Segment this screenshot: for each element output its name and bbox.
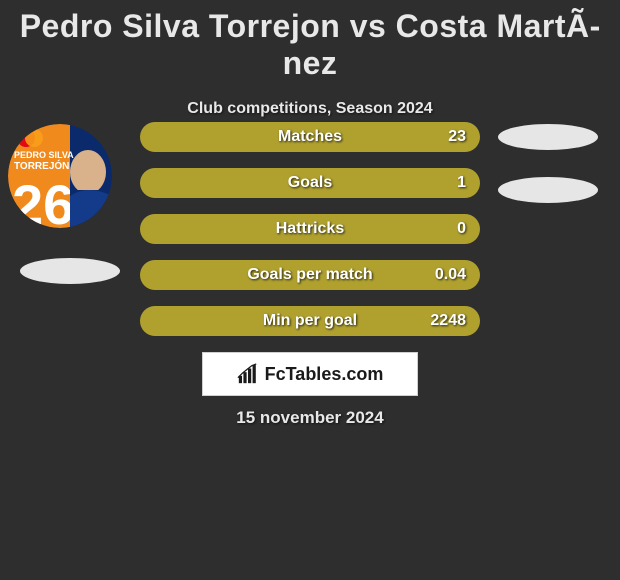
date-text: 15 november 2024 (0, 408, 620, 428)
stat-row: Matches23 (140, 122, 480, 152)
brand-logo: FcTables.com (202, 352, 418, 396)
stat-value: 2248 (430, 306, 466, 336)
stat-row: Goals1 (140, 168, 480, 198)
brand-logo-text: FcTables.com (265, 364, 384, 385)
placeholder-pill-right-1 (498, 124, 598, 150)
stat-value: 0.04 (435, 260, 466, 290)
page-subtitle: Club competitions, Season 2024 (0, 100, 620, 118)
stat-label: Min per goal (140, 306, 480, 336)
stat-row: Hattricks0 (140, 214, 480, 244)
stat-row: Goals per match0.04 (140, 260, 480, 290)
stat-row: Min per goal2248 (140, 306, 480, 336)
player-avatar: PEDRO SILVA TORREJÓN 26 (8, 124, 112, 228)
stat-value: 0 (457, 214, 466, 244)
placeholder-pill-left (20, 258, 120, 284)
stats-table: Matches23 Goals1 Hattricks0 Goals per match… (140, 122, 480, 352)
svg-text:PEDRO SILVA: PEDRO SILVA (14, 150, 74, 160)
stat-label: Goals per match (140, 260, 480, 290)
stat-label: Matches (140, 122, 480, 152)
page-title: Pedro Silva Torrejon vs Costa MartÃ­nez (0, 0, 620, 82)
svg-text:26: 26 (12, 173, 74, 228)
stat-label: Goals (140, 168, 480, 198)
stat-value: 1 (457, 168, 466, 198)
avatar-image: PEDRO SILVA TORREJÓN 26 (8, 124, 112, 228)
svg-text:TORREJÓN: TORREJÓN (14, 159, 69, 172)
bar-chart-icon (237, 363, 259, 385)
placeholder-pill-right-2 (498, 177, 598, 203)
stat-label: Hattricks (140, 214, 480, 244)
stat-value: 23 (448, 122, 466, 152)
